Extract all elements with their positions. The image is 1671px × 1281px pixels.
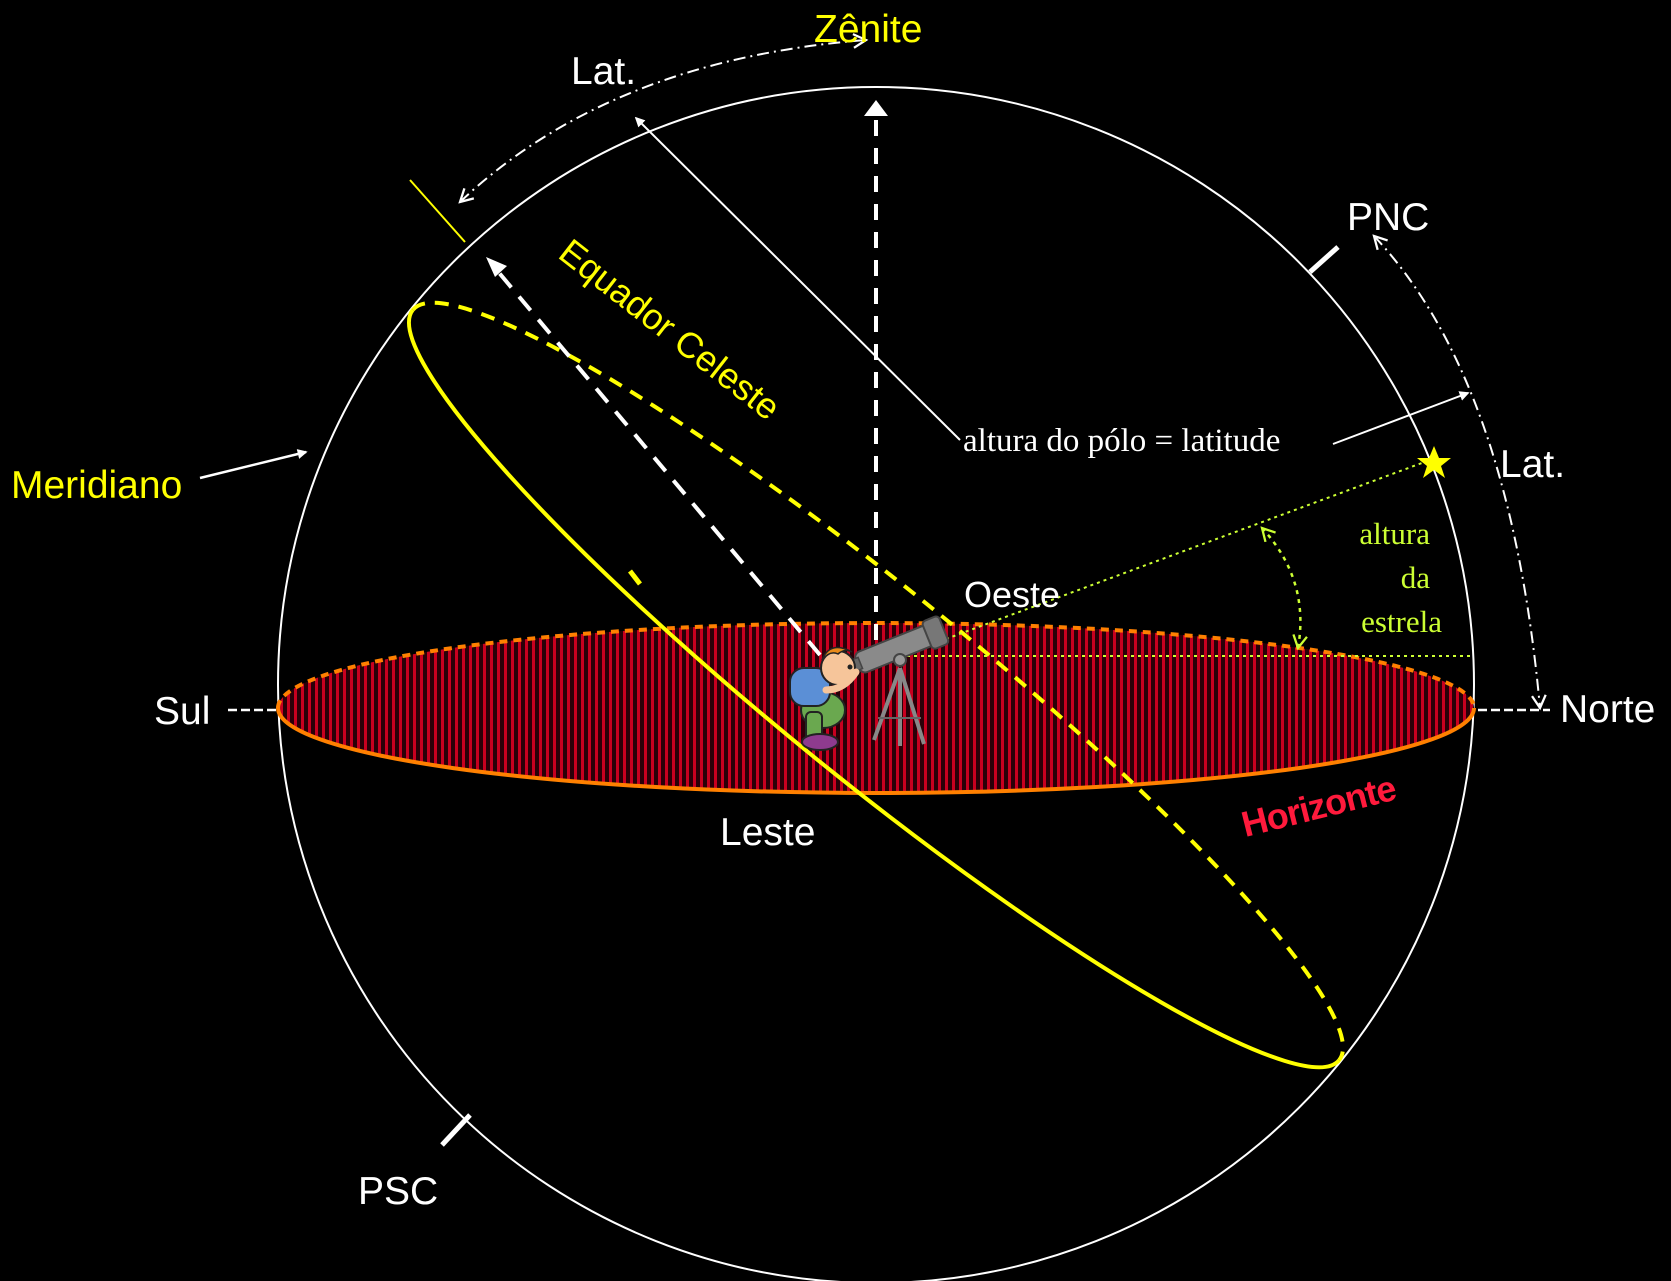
- horizon-plane: [276, 621, 1476, 795]
- equator-tick: [409, 179, 466, 243]
- equator-direction-arrow: [493, 266, 822, 657]
- star-altitude-label-line2: da: [1400, 560, 1430, 595]
- west-label: Oeste: [964, 574, 1061, 615]
- lat-top-label: Lat.: [571, 50, 637, 93]
- pole-altitude-label: altura do pólo = latitude: [963, 423, 1281, 459]
- psc-tick: [440, 1113, 472, 1147]
- lat-arc-right: [1374, 236, 1540, 708]
- north-label: Norte: [1560, 688, 1656, 731]
- meridian-pointer: [199, 449, 308, 480]
- celestial-equator-ellipse: [406, 300, 1346, 1070]
- equator-mark: [628, 569, 642, 586]
- pnc-label: PNC: [1347, 196, 1430, 239]
- pnc-tick: [1308, 245, 1340, 274]
- star-altitude-label-line3: estrela: [1361, 604, 1442, 639]
- lat-arc-top: [460, 40, 866, 202]
- pole-altitude-line: [634, 116, 961, 441]
- star-altitude-arc: [1262, 528, 1300, 648]
- star-sight-line: [899, 459, 1431, 657]
- observer-with-telescope-icon: [789, 615, 950, 751]
- zenith-label: Zênite: [814, 8, 923, 51]
- psc-label: PSC: [358, 1170, 439, 1213]
- south-label: Sul: [154, 690, 211, 733]
- pole-altitude-arrow: [1332, 391, 1470, 445]
- star-icon: [1417, 446, 1451, 478]
- lat-right-label: Lat.: [1500, 443, 1566, 486]
- meridian-label: Meridiano: [11, 464, 183, 507]
- east-label: Leste: [720, 811, 816, 854]
- star-altitude-label-line1: altura: [1359, 516, 1430, 551]
